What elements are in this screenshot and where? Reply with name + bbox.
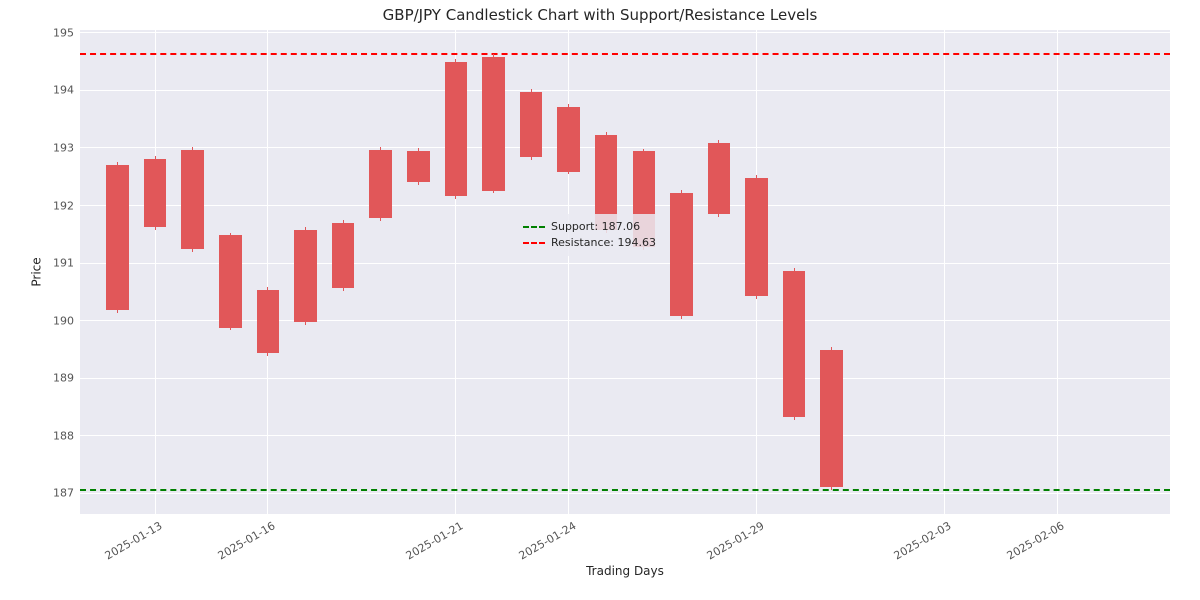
candle-body — [557, 107, 580, 172]
candle-body — [369, 150, 392, 218]
candle-body — [445, 62, 468, 196]
y-tick-label: 189 — [14, 372, 80, 385]
legend-swatch — [523, 226, 545, 228]
candle-body — [745, 178, 768, 296]
x-tick-label: 2025-02-03 — [889, 514, 954, 562]
y-gridline — [80, 493, 1170, 494]
candle-body — [219, 235, 242, 327]
y-tick-label: 191 — [14, 257, 80, 270]
x-gridline — [1057, 30, 1058, 514]
candle-body — [520, 92, 543, 158]
legend-label: Support: 187.06 — [551, 219, 640, 235]
x-tick-label: 2025-01-13 — [100, 514, 165, 562]
support-line — [80, 489, 1170, 491]
candle-body — [407, 151, 430, 182]
y-gridline — [80, 205, 1170, 206]
y-tick-label: 194 — [14, 84, 80, 97]
y-gridline — [80, 147, 1170, 148]
x-gridline — [568, 30, 569, 514]
y-gridline — [80, 320, 1170, 321]
y-gridline — [80, 435, 1170, 436]
y-tick-label: 188 — [14, 429, 80, 442]
legend-label: Resistance: 194.63 — [551, 235, 656, 251]
resistance-line — [80, 53, 1170, 55]
plot-area: Price Trading Days 187188189190191192193… — [80, 30, 1170, 514]
y-gridline — [80, 90, 1170, 91]
candle-body — [332, 223, 355, 289]
legend-item: Resistance: 194.63 — [523, 235, 656, 251]
x-tick-label: 2025-01-21 — [400, 514, 465, 562]
x-tick-label: 2025-01-24 — [513, 514, 578, 562]
candle-body — [106, 165, 129, 310]
legend-item: Support: 187.06 — [523, 219, 656, 235]
candle-body — [181, 150, 204, 249]
y-tick-label: 195 — [14, 26, 80, 39]
candle-body — [708, 143, 731, 214]
candle-body — [144, 159, 167, 227]
x-tick-label: 2025-01-16 — [213, 514, 278, 562]
x-tick-label: 2025-02-06 — [1002, 514, 1067, 562]
y-gridline — [80, 378, 1170, 379]
x-gridline — [944, 30, 945, 514]
y-tick-label: 190 — [14, 314, 80, 327]
candle-body — [482, 57, 505, 191]
y-gridline — [80, 32, 1170, 33]
x-gridline — [267, 30, 268, 514]
candle-body — [670, 193, 693, 316]
legend-swatch — [523, 242, 545, 244]
candle-body — [257, 290, 280, 353]
y-tick-label: 192 — [14, 199, 80, 212]
candle-body — [820, 350, 843, 487]
candle-body — [294, 230, 317, 323]
x-gridline — [155, 30, 156, 514]
x-axis-label: Trading Days — [586, 564, 664, 578]
x-tick-label: 2025-01-29 — [701, 514, 766, 562]
chart-title: GBP/JPY Candlestick Chart with Support/R… — [0, 6, 1200, 24]
y-tick-label: 193 — [14, 141, 80, 154]
y-gridline — [80, 263, 1170, 264]
plot-background — [80, 30, 1170, 514]
y-tick-label: 187 — [14, 487, 80, 500]
legend: Support: 187.06Resistance: 194.63 — [516, 214, 663, 256]
candle-body — [783, 271, 806, 417]
chart-container: GBP/JPY Candlestick Chart with Support/R… — [0, 0, 1200, 600]
